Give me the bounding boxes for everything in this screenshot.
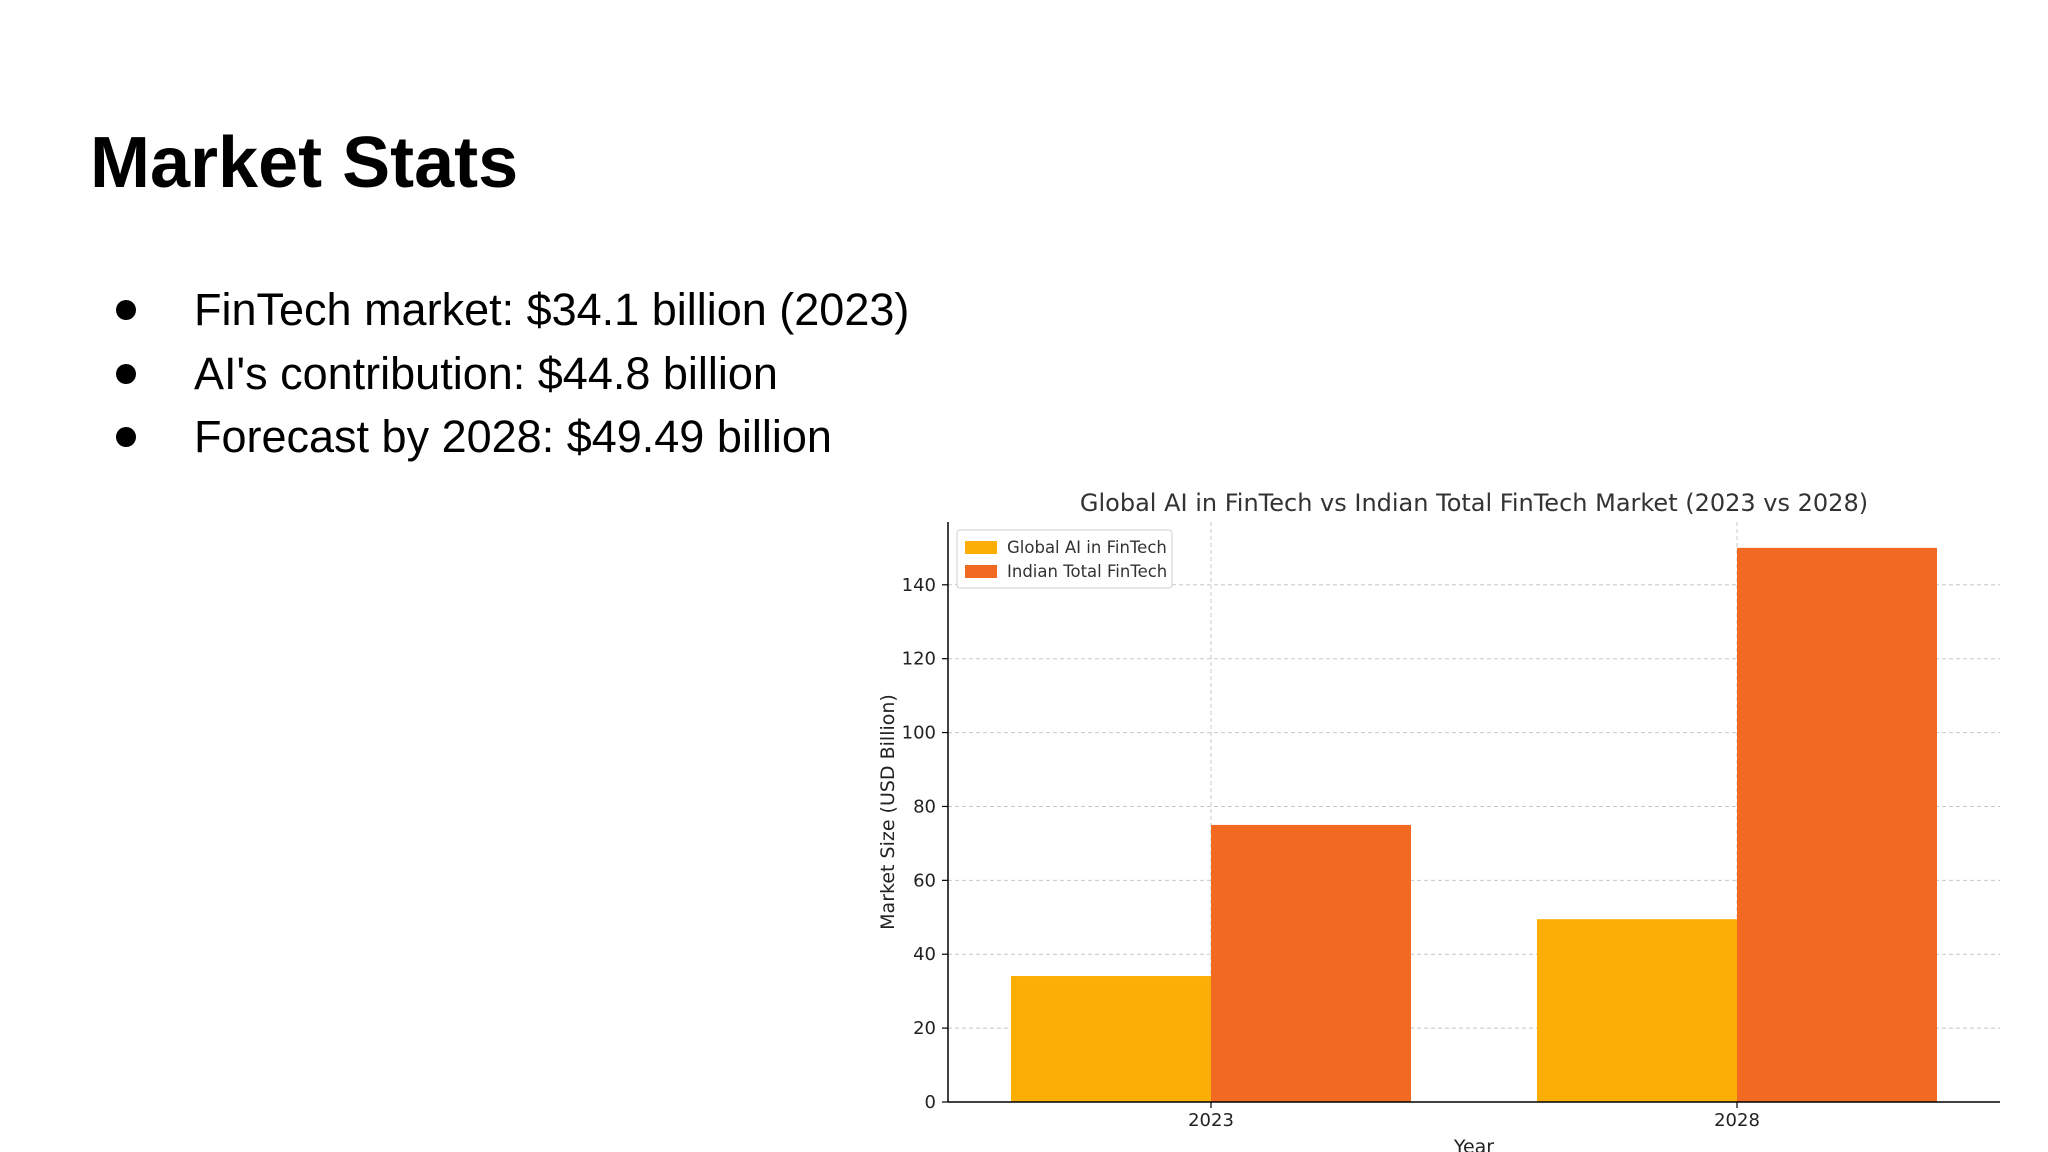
bar [1211,824,1411,1102]
bullet-text: Forecast by 2028: $49.49 billion [194,411,832,462]
y-tick-label: 140 [902,575,936,596]
bars [1011,547,1937,1102]
chart-svg: Global AI in FinTech vs Indian Total Fin… [877,489,2000,1152]
y-tick-label: 80 [913,796,936,817]
legend-box [956,529,1173,589]
y-tick-label: 60 [913,870,936,891]
legend-swatch [965,565,997,578]
slide-title: Market Stats [90,123,519,203]
y-tick-label: 20 [913,1018,936,1039]
x-tick-label: 2023 [1188,1110,1234,1131]
legend: Global AI in FinTech Indian Total FinTech [956,529,1173,589]
bullet-dot-icon [116,363,136,384]
bullet-text: AI's contribution: $44.8 billion [194,347,778,399]
y-tick-label: 120 [902,649,936,670]
x-axis-label: Year [1453,1136,1494,1152]
legend-label: Global AI in FinTech [1007,538,1167,557]
legend-swatch [965,541,997,554]
y-tick-label: 40 [913,944,936,965]
bar-chart: Global AI in FinTech vs Indian Total Fin… [860,480,2020,1152]
chart-title: Global AI in FinTech vs Indian Total Fin… [1080,489,1868,517]
bar [1537,919,1737,1102]
x-tick-label: 2028 [1714,1110,1760,1131]
bullet-dot-icon [116,300,136,320]
y-tick-label: 0 [925,1092,936,1113]
bullet-dot-icon [116,427,136,447]
axes [947,522,2000,1103]
x-tick-labels: 2023 2028 [1188,1102,1760,1131]
legend-label: Indian Total FinTech [1007,562,1167,581]
bar [1737,547,1937,1102]
bullet-text: FinTech market: $34.1 billion (2023) [194,284,910,335]
y-tick-labels: 0 20 40 60 80 100 120 140 [902,575,948,1113]
y-axis-label: Market Size (USD Billion) [877,694,899,930]
y-tick-label: 100 [902,723,936,744]
bar [1011,976,1211,1102]
